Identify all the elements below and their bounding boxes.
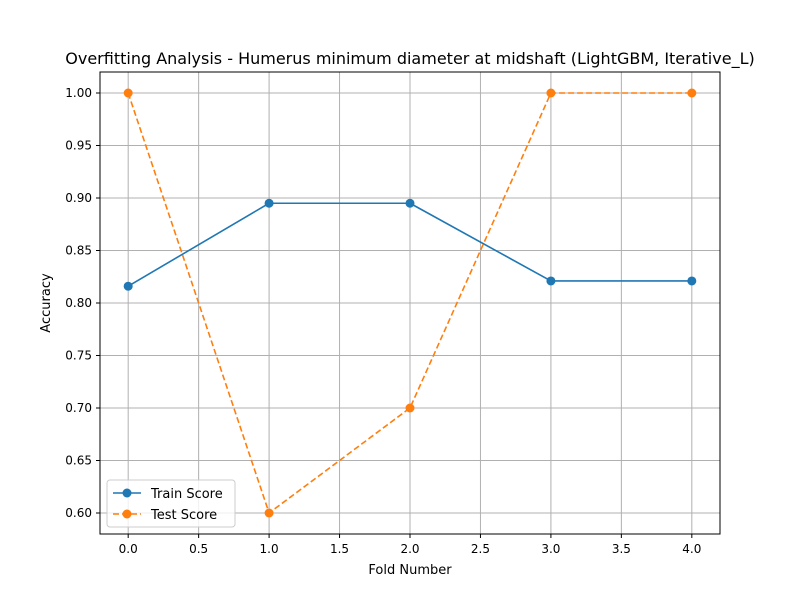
chart-title: Overfitting Analysis - Humerus minimum d… (65, 49, 754, 69)
legend-label-test-score: Test Score (150, 508, 217, 523)
y-axis-label: Accuracy (39, 273, 54, 333)
x-tick-label: 3.5 (612, 542, 631, 556)
x-tick-label: 0.5 (189, 542, 208, 556)
y-axis-ticks: 0.60 0.65 0.70 0.75 0.80 0.85 0.90 0.95 1.00 (65, 86, 100, 520)
x-tick-label: 2.5 (471, 542, 490, 556)
train-score-point (123, 281, 133, 291)
y-tick-label: 0.70 (65, 401, 92, 415)
test-score-point (687, 88, 697, 98)
train-score-point (687, 276, 697, 286)
train-score-point (405, 198, 415, 208)
x-tick-label: 2.0 (400, 542, 419, 556)
x-tick-label: 4.0 (682, 542, 701, 556)
test-score-line (127, 92, 692, 514)
series-layer (123, 88, 697, 518)
test-score-point (264, 508, 274, 518)
legend-label-train-score: Train Score (150, 487, 223, 502)
test-score-point (123, 88, 133, 98)
x-tick-label: 3.0 (541, 542, 560, 556)
legend-items: Train Score Test Score (113, 487, 223, 523)
y-tick-label: 0.65 (65, 454, 92, 468)
legend-box (106, 479, 236, 528)
y-tick-label: 0.60 (65, 506, 92, 520)
y-tick-label: 0.90 (65, 191, 92, 205)
y-tick-label: 0.75 (65, 349, 92, 363)
legend-item-test-score: Test Score (113, 508, 217, 523)
test-score-point (546, 88, 556, 98)
x-axis-ticks: 0.0 0.5 1.0 1.5 2.0 2.5 3.0 3.5 4.0 (119, 534, 701, 556)
grid-lines (100, 72, 720, 534)
legend-marker-train-score (122, 488, 132, 498)
legend-item-train-score: Train Score (113, 487, 223, 502)
test-score-point (405, 403, 415, 413)
y-tick-label: 1.00 (65, 86, 92, 100)
legend: Train Score Test Score (106, 479, 236, 528)
x-tick-label: 1.0 (260, 542, 279, 556)
y-tick-label: 0.95 (65, 139, 92, 153)
train-score-point (546, 276, 556, 286)
y-tick-label: 0.85 (65, 244, 92, 258)
x-axis-label: Fold Number (368, 563, 452, 578)
legend-marker-test-score (122, 509, 132, 519)
train-score-point (264, 198, 274, 208)
x-tick-label: 0.0 (119, 542, 138, 556)
y-tick-label: 0.80 (65, 296, 92, 310)
x-tick-label: 1.5 (330, 542, 349, 556)
